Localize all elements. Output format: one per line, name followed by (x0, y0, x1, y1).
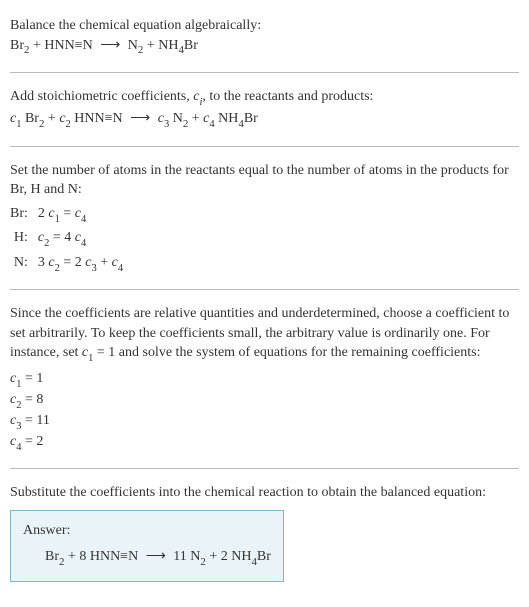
coef-sub: 4 (209, 119, 214, 130)
atom-eq: 3 c2 = 2 c3 + c4 (38, 253, 519, 275)
eq-sub: 2 (138, 44, 143, 56)
coef-sub: 2 (55, 263, 60, 274)
eq-sub: 2 (24, 44, 29, 56)
answer-box: Answer: Br2 + 8 HNN≡N ⟶ 11 N2 + 2 NH4Br (10, 510, 284, 582)
eq-sub: 2 (183, 118, 188, 130)
eq-text: + 8 HNN≡N (64, 549, 141, 564)
coef-sub: 1 (16, 119, 21, 130)
eq-text: 11 N (170, 549, 201, 564)
eq-text: 2 (38, 206, 49, 221)
coef-sub: 4 (81, 238, 86, 249)
eq-text: = 1 (21, 371, 43, 386)
coef-line: c2 = 8 (10, 391, 519, 412)
coef-c: c (48, 255, 54, 270)
text: = 1 and solve the system of equations fo… (93, 345, 480, 360)
final-section: Substitute the coefficients into the che… (10, 475, 519, 590)
atoms-grid: Br: 2 c1 = c4 H: c2 = 4 c4 N: 3 c2 = 2 c… (10, 204, 519, 275)
text: Add stoichiometric coefficients, (10, 89, 193, 104)
arrow-icon: ⟶ (142, 549, 170, 564)
eq-text: = 11 (21, 413, 49, 428)
eq-text: Br (244, 111, 258, 126)
eq-sub: 2 (59, 556, 64, 568)
atom-eq: 2 c1 = c4 (38, 204, 519, 226)
eq-sub: 2 (39, 118, 44, 130)
coef-sub: 3 (16, 421, 21, 432)
divider (10, 468, 519, 469)
coef-sub: 2 (66, 119, 71, 130)
coef-c: c (48, 206, 54, 221)
coef-sub: 1 (55, 214, 60, 225)
underdet-text: Since the coefficients are relative quan… (10, 304, 519, 366)
coef-sub: 1 (16, 379, 21, 390)
eq-text: Br (10, 38, 24, 53)
stoich-section: Add stoichiometric coefficients, c i, to … (10, 79, 519, 140)
eq-text: + (188, 111, 203, 126)
intro-equation: Br2 + HNN≡N ⟶ N2 + NH4Br (10, 36, 519, 58)
eq-text: + (44, 111, 59, 126)
eq-sub: 4 (178, 44, 183, 56)
intro-line1: Balance the chemical equation algebraica… (10, 16, 519, 36)
eq-text: NH (215, 111, 239, 126)
intro-section: Balance the chemical equation algebraica… (10, 8, 519, 66)
coef-line: c1 = 1 (10, 370, 519, 391)
eq-text: Br (21, 111, 39, 126)
eq-text: HNN≡N (71, 111, 126, 126)
coef-sub: 4 (16, 442, 21, 453)
eq-text: = 8 (21, 392, 43, 407)
eq-text: = 2 (60, 255, 85, 270)
stoich-equation: c1 Br2 + c2 HNN≡N ⟶ c3 N2 + c4 NH4Br (10, 109, 519, 131)
text: , to the reactants and products: (202, 89, 373, 104)
final-intro: Substitute the coefficients into the che… (10, 483, 519, 503)
arrow-icon: ⟶ (126, 111, 154, 126)
eq-text: + HNN≡N (29, 38, 96, 53)
divider (10, 72, 519, 73)
coef-c: c (158, 111, 164, 126)
coef-sub: 4 (81, 214, 86, 225)
eq-sub: 2 (200, 556, 205, 568)
coef-c: c (59, 111, 65, 126)
coef-sub: 4 (118, 263, 123, 274)
atom-eq: c2 = 4 c4 (38, 228, 519, 250)
eq-text: 3 (38, 255, 49, 270)
answer-equation: Br2 + 8 HNN≡N ⟶ 11 N2 + 2 NH4Br (23, 547, 271, 569)
arrow-icon: ⟶ (96, 38, 124, 53)
atom-label: N: (10, 253, 28, 275)
eq-text: + 2 NH (206, 549, 252, 564)
coef-sub: 3 (164, 119, 169, 130)
eq-text: N (169, 111, 183, 126)
coef-line: c4 = 2 (10, 433, 519, 454)
coef-sub: 2 (16, 400, 21, 411)
eq-text: + NH (143, 38, 178, 53)
divider (10, 146, 519, 147)
eq-sub: 4 (251, 556, 256, 568)
divider (10, 289, 519, 290)
coef-sub: 2 (44, 238, 49, 249)
eq-sub: 4 (238, 118, 243, 130)
eq-text: Br (257, 549, 271, 564)
underdet-section: Since the coefficients are relative quan… (10, 296, 519, 462)
coef-sub: 1 (88, 353, 93, 364)
atom-label: H: (10, 228, 28, 250)
coef-c: c (112, 255, 118, 270)
eq-text: Br (184, 38, 198, 53)
eq-text: = (60, 206, 75, 221)
var-i: i (199, 97, 202, 108)
atoms-intro: Set the number of atoms in the reactants… (10, 161, 519, 200)
coef-line: c3 = 11 (10, 412, 519, 433)
stoich-intro: Add stoichiometric coefficients, ci, to … (10, 87, 519, 109)
coef-sub: 3 (91, 263, 96, 274)
coef-list: c1 = 1 c2 = 8 c3 = 11 c4 = 2 (10, 370, 519, 454)
eq-text: Br (45, 549, 59, 564)
eq-text: + (97, 255, 112, 270)
eq-text: = 2 (21, 434, 43, 449)
answer-label: Answer: (23, 521, 271, 541)
atoms-section: Set the number of atoms in the reactants… (10, 153, 519, 284)
eq-text: = 4 (49, 230, 74, 245)
atom-label: Br: (10, 204, 28, 226)
eq-text: N (124, 38, 138, 53)
